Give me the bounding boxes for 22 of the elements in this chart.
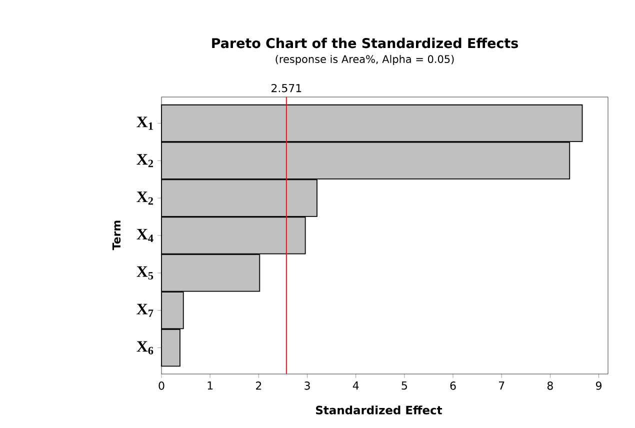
y-tick-label: X$_{2}$ [136, 154, 154, 168]
x-tick-label: 1 [208, 382, 213, 390]
x-tick-label: 3 [304, 382, 310, 390]
x-tick-label: 0 [158, 382, 164, 390]
x-tick-label: 7 [499, 382, 504, 390]
y-tick-label: X$_{2}$ [136, 192, 154, 205]
x-axis-title: Standardized Effect [316, 406, 442, 414]
x-tick-label: 5 [402, 382, 407, 390]
y-tick-label: X$_{1}$ [136, 116, 153, 130]
chart-title: Pareto Chart of the Standardized Effects [212, 38, 518, 48]
x-tick-label: 6 [450, 382, 456, 390]
y-tick-label: X$_{7}$ [136, 304, 154, 317]
y-tick-label: X$_{4}$ [136, 228, 154, 242]
x-tick-label: 8 [547, 382, 553, 390]
x-tick-label: 4 [352, 382, 359, 390]
chart-subtitle: (response is Area%, Alpha = 0.05) [276, 54, 454, 66]
ref-line-label: 2.571 [272, 84, 302, 92]
x-tick-label: 9 [596, 382, 602, 390]
y-tick-label: X$_{6}$ [136, 341, 154, 354]
x-tick-label: 2 [256, 382, 262, 390]
y-axis-title: Term [112, 220, 121, 250]
y-tick-label: X$_{5}$ [136, 266, 154, 280]
